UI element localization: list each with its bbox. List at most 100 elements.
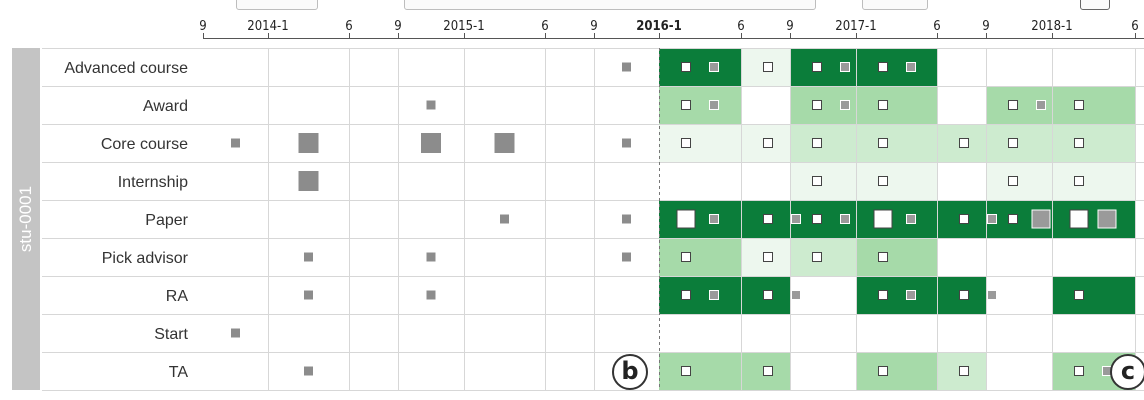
- event-marker-small[interactable]: [231, 328, 240, 338]
- milestone-glyph[interactable]: [1008, 214, 1018, 224]
- shaded-cell: [659, 276, 741, 314]
- progress-glyph[interactable]: [791, 214, 801, 224]
- row-label: Start: [154, 326, 188, 343]
- progress-glyph[interactable]: [906, 62, 916, 72]
- milestone-glyph[interactable]: [959, 366, 969, 376]
- progress-glyph[interactable]: [791, 290, 801, 300]
- milestone-glyph[interactable]: [812, 100, 822, 110]
- toolbar-button[interactable]: [862, 0, 928, 10]
- milestone-glyph[interactable]: [681, 290, 691, 300]
- event-marker-large[interactable]: [494, 133, 515, 153]
- shaded-cell: [856, 352, 937, 390]
- milestone-glyph[interactable]: [812, 214, 822, 224]
- shaded-cell: [856, 276, 937, 314]
- event-marker-small[interactable]: [426, 252, 436, 262]
- progress-glyph[interactable]: [840, 62, 850, 72]
- event-marker-small[interactable]: [426, 100, 436, 110]
- milestone-glyph[interactable]: [763, 62, 773, 72]
- event-marker-small[interactable]: [426, 290, 436, 300]
- progress-glyph[interactable]: [840, 100, 850, 110]
- milestone-glyph[interactable]: [681, 100, 691, 110]
- progress-glyph[interactable]: [840, 214, 850, 224]
- toolbar-dropdown[interactable]: [236, 0, 318, 10]
- milestone-glyph[interactable]: [1074, 290, 1084, 300]
- milestone-glyph[interactable]: [763, 290, 773, 300]
- milestone-glyph[interactable]: [1074, 176, 1084, 186]
- milestone-glyph[interactable]: [1008, 100, 1018, 110]
- time-axis-label: 2018-1: [1031, 19, 1072, 34]
- milestone-glyph[interactable]: [812, 176, 822, 186]
- milestone-glyph[interactable]: [878, 138, 888, 148]
- time-axis-label: 2015-1: [443, 19, 484, 34]
- shaded-cell: [790, 162, 856, 200]
- shaded-cell: [659, 200, 741, 238]
- event-marker-large[interactable]: [298, 171, 319, 191]
- milestone-glyph[interactable]: [878, 176, 888, 186]
- event-marker-large[interactable]: [421, 133, 441, 153]
- milestone-glyph[interactable]: [1074, 100, 1084, 110]
- group-sidebar: [12, 48, 40, 390]
- toolbar-toggle[interactable]: [1080, 0, 1110, 10]
- time-axis-label: 6: [737, 19, 744, 34]
- event-marker-small[interactable]: [231, 138, 240, 148]
- event-marker-large[interactable]: [298, 133, 319, 153]
- event-marker-small[interactable]: [622, 214, 631, 224]
- progress-glyph[interactable]: [987, 214, 997, 224]
- milestone-glyph[interactable]: [763, 366, 773, 376]
- milestone-glyph[interactable]: [878, 366, 888, 376]
- event-marker-small[interactable]: [622, 252, 631, 262]
- progress-glyph[interactable]: [1097, 209, 1117, 229]
- milestone-glyph[interactable]: [1074, 138, 1084, 148]
- time-axis-label: 2017-1: [835, 19, 876, 34]
- milestone-glyph[interactable]: [1069, 209, 1089, 229]
- shaded-cell: [856, 162, 937, 200]
- milestone-glyph[interactable]: [681, 62, 691, 72]
- milestone-glyph[interactable]: [812, 138, 822, 148]
- milestone-glyph[interactable]: [681, 366, 691, 376]
- event-marker-small[interactable]: [500, 214, 509, 224]
- time-axis-label: 9: [394, 19, 401, 34]
- milestone-glyph[interactable]: [878, 62, 888, 72]
- shaded-cell: [856, 48, 937, 86]
- milestone-glyph[interactable]: [959, 290, 969, 300]
- row-label: Award: [143, 98, 188, 115]
- group-label: stu-0001: [16, 186, 35, 252]
- milestone-glyph[interactable]: [959, 214, 969, 224]
- shaded-cell: [856, 124, 937, 162]
- progress-glyph[interactable]: [987, 290, 997, 300]
- event-marker-small[interactable]: [304, 252, 313, 262]
- milestone-glyph[interactable]: [763, 252, 773, 262]
- row-label: TA: [169, 364, 189, 381]
- milestone-glyph[interactable]: [681, 252, 691, 262]
- event-marker-small[interactable]: [622, 138, 631, 148]
- toolbar-search-field[interactable]: [404, 0, 816, 10]
- milestone-glyph[interactable]: [681, 138, 691, 148]
- progress-glyph[interactable]: [709, 62, 719, 72]
- progress-glyph[interactable]: [1031, 209, 1051, 229]
- event-marker-small[interactable]: [622, 62, 631, 72]
- milestone-glyph[interactable]: [1008, 138, 1018, 148]
- milestone-glyph[interactable]: [1008, 176, 1018, 186]
- event-marker-small[interactable]: [304, 366, 313, 376]
- shaded-cell: [790, 124, 856, 162]
- milestone-glyph[interactable]: [812, 252, 822, 262]
- milestone-glyph[interactable]: [959, 138, 969, 148]
- milestone-glyph[interactable]: [1074, 366, 1084, 376]
- progress-glyph[interactable]: [709, 290, 719, 300]
- progress-glyph[interactable]: [906, 214, 916, 224]
- milestone-glyph[interactable]: [676, 209, 696, 229]
- milestone-glyph[interactable]: [763, 214, 773, 224]
- progress-glyph[interactable]: [1036, 100, 1046, 110]
- milestone-glyph[interactable]: [873, 209, 893, 229]
- progress-glyph[interactable]: [709, 214, 719, 224]
- milestone-glyph[interactable]: [878, 290, 888, 300]
- time-axis-label: 9: [982, 19, 989, 34]
- milestone-glyph[interactable]: [878, 100, 888, 110]
- milestone-glyph[interactable]: [878, 252, 888, 262]
- progress-glyph[interactable]: [709, 100, 719, 110]
- progress-glyph[interactable]: [906, 290, 916, 300]
- event-marker-small[interactable]: [304, 290, 313, 300]
- milestone-glyph[interactable]: [812, 62, 822, 72]
- milestone-glyph[interactable]: [763, 138, 773, 148]
